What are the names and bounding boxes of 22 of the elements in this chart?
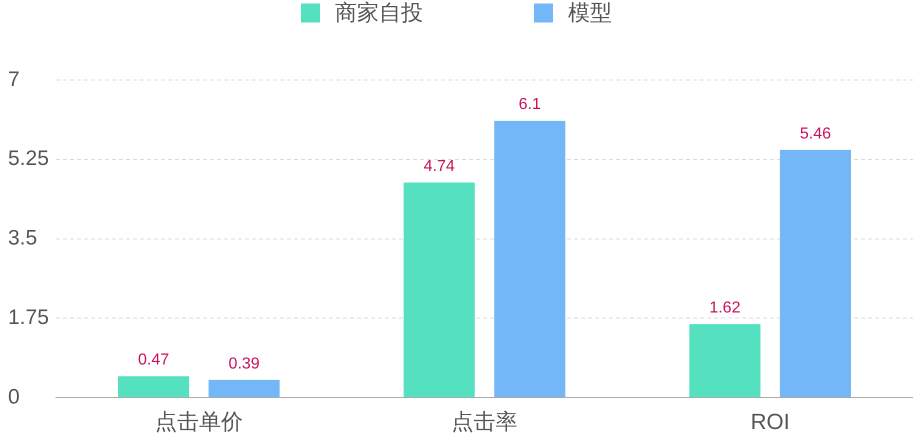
- bar: [494, 120, 566, 398]
- data-label: 6.1: [518, 96, 541, 114]
- y-tick-label: 0: [8, 385, 20, 408]
- y-tick-label: 7: [8, 68, 20, 91]
- bar: [780, 150, 851, 398]
- y-tick-label: 1.75: [8, 306, 49, 329]
- x-tick-label: 点击率: [452, 408, 518, 434]
- y-tick-label: 5.25: [8, 147, 49, 170]
- y-tick-label: 3.5: [8, 226, 38, 250]
- legend-label: 商家自投: [335, 0, 423, 26]
- data-label: 5.46: [800, 125, 832, 142]
- data-label: 0.47: [138, 352, 170, 369]
- bar: [208, 380, 280, 398]
- data-label: 0.39: [228, 355, 260, 372]
- legend-label: 模型: [568, 0, 612, 26]
- x-tick-label: 点击单价: [154, 408, 243, 434]
- bar: [404, 182, 475, 398]
- bar: [118, 376, 190, 398]
- bar: [689, 324, 760, 398]
- data-label: 1.62: [709, 300, 741, 317]
- data-label: 4.74: [424, 158, 455, 175]
- x-tick-label: ROI: [750, 408, 790, 434]
